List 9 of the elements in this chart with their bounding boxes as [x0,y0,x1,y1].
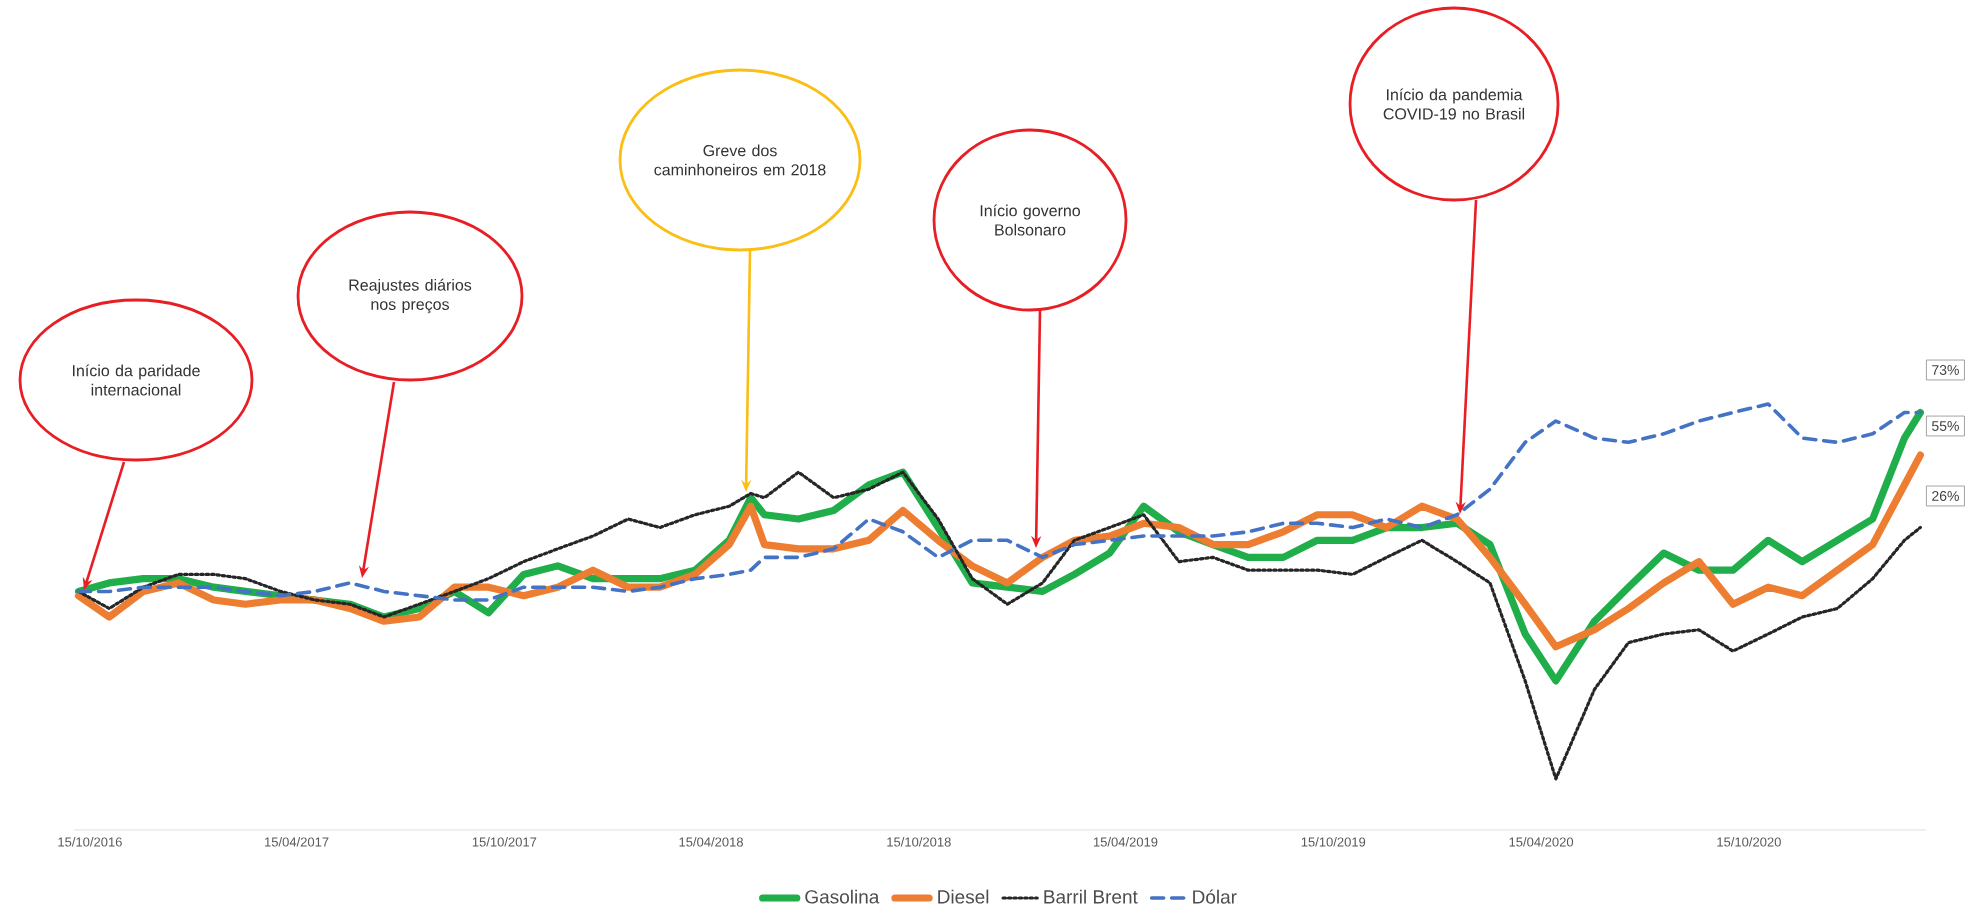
text: Início governo Bolsonaro [980,204,1081,236]
legend-label: Dólar [1193,889,1237,904]
text: Início da paridade internacional [72,364,200,396]
legend-label: Diesel [938,889,989,904]
text: Reajustes diários nos preços [349,278,472,314]
text: Início da pandemia COVID-19 no Brasil [1383,88,1525,120]
legend-label: Barril Brent [1044,889,1138,904]
legend-label: Gasolina [805,889,880,904]
text: Greve dos caminhoneiros em 2018 [654,144,826,176]
